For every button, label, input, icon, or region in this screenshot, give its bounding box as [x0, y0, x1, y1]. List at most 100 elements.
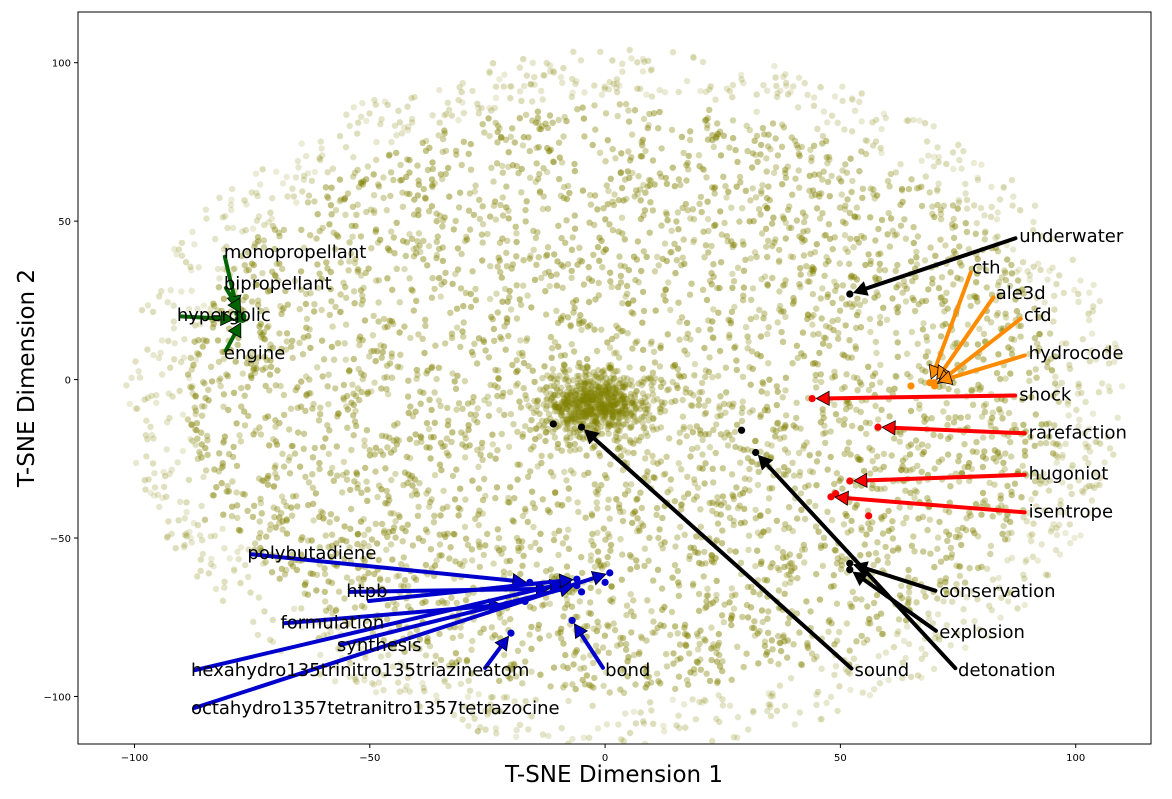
embedding-point: [468, 646, 475, 653]
embedding-point: [360, 516, 367, 523]
embedding-point: [714, 679, 721, 687]
embedding-point: [149, 308, 157, 316]
embedding-point: [417, 248, 424, 255]
embedding-point: [631, 393, 639, 400]
embedding-point: [788, 565, 796, 573]
embedding-point: [364, 163, 372, 170]
embedding-point: [826, 616, 833, 624]
embedding-point: [635, 173, 642, 180]
embedding-point: [267, 209, 274, 216]
embedding-point: [439, 175, 446, 183]
embedding-point: [602, 216, 609, 223]
embedding-point: [581, 378, 588, 385]
embedding-point: [445, 106, 453, 114]
embedding-point: [458, 161, 465, 169]
embedding-point: [482, 347, 489, 354]
embedding-point: [960, 147, 967, 155]
embedding-point: [694, 630, 701, 637]
embedding-point: [448, 112, 456, 119]
embedding-point: [462, 443, 469, 450]
embedding-point: [324, 383, 331, 390]
embedding-point: [645, 402, 652, 409]
embedding-point: [911, 548, 918, 555]
embedding-point: [243, 360, 251, 367]
embedding-point: [607, 404, 614, 411]
embedding-point: [619, 395, 627, 403]
embedding-point: [1002, 310, 1009, 317]
embedding-point: [703, 670, 710, 677]
embedding-point: [717, 259, 725, 266]
embedding-point: [739, 398, 746, 405]
embedding-point: [272, 470, 279, 477]
embedding-point: [387, 541, 395, 548]
embedding-point: [725, 504, 732, 511]
embedding-point: [812, 502, 819, 510]
embedding-point: [308, 177, 316, 184]
embedding-point: [682, 641, 689, 648]
embedding-point: [858, 526, 865, 534]
embedding-point: [617, 169, 625, 176]
embedding-point: [608, 392, 615, 399]
embedding-point: [383, 616, 391, 623]
embedding-point: [585, 413, 593, 420]
embedding-point: [575, 408, 582, 415]
embedding-point: [543, 396, 550, 403]
embedding-point: [551, 376, 558, 383]
embedding-point: [695, 152, 703, 159]
embedding-point: [597, 398, 604, 406]
embedding-point: [586, 389, 594, 396]
embedding-point: [723, 194, 730, 201]
embedding-point: [938, 456, 946, 463]
embedding-point: [596, 234, 603, 241]
embedding-point: [475, 541, 483, 548]
embedding-point: [797, 271, 804, 278]
embedding-point: [401, 576, 409, 584]
embedding-point: [693, 493, 700, 500]
embedding-point: [625, 266, 633, 274]
embedding-point: [188, 287, 195, 294]
embedding-point: [350, 154, 357, 161]
embedding-point: [784, 206, 792, 214]
embedding-point: [746, 218, 753, 225]
embedding-point: [591, 481, 598, 488]
embedding-point: [618, 576, 625, 583]
embedding-point: [590, 408, 597, 415]
embedding-point: [555, 405, 563, 412]
embedding-point: [437, 402, 444, 410]
embedding-point: [650, 426, 657, 433]
embedding-point: [734, 158, 741, 166]
embedding-point: [500, 389, 507, 396]
embedding-point: [490, 560, 497, 567]
embedding-point: [318, 306, 325, 314]
embedding-point: [575, 399, 582, 406]
embedding-point: [592, 390, 599, 397]
embedding-point: [873, 349, 880, 357]
embedding-point: [703, 174, 710, 181]
embedding-point: [607, 361, 615, 369]
embedding-point: [720, 173, 727, 180]
embedding-point: [423, 444, 430, 451]
embedding-point: [422, 526, 430, 533]
embedding-point: [533, 144, 540, 151]
embedding-point: [572, 390, 579, 398]
embedding-point: [419, 139, 426, 146]
embedding-point: [918, 202, 926, 210]
embedding-point: [529, 500, 537, 507]
embedding-point: [379, 349, 386, 356]
embedding-point: [782, 471, 789, 479]
embedding-point: [577, 385, 584, 392]
embedding-point: [776, 257, 783, 264]
embedding-point: [620, 392, 628, 399]
embedding-point: [896, 438, 903, 445]
embedding-point: [581, 681, 589, 688]
embedding-point: [311, 444, 318, 452]
embedding-point: [910, 296, 917, 304]
embedding-point: [718, 231, 725, 238]
embedding-point: [309, 484, 317, 491]
embedding-point: [536, 635, 543, 642]
embedding-point: [895, 616, 903, 623]
embedding-point: [780, 308, 787, 315]
embedding-point: [480, 338, 488, 345]
embedding-point: [667, 249, 674, 256]
embedding-point: [452, 650, 460, 657]
